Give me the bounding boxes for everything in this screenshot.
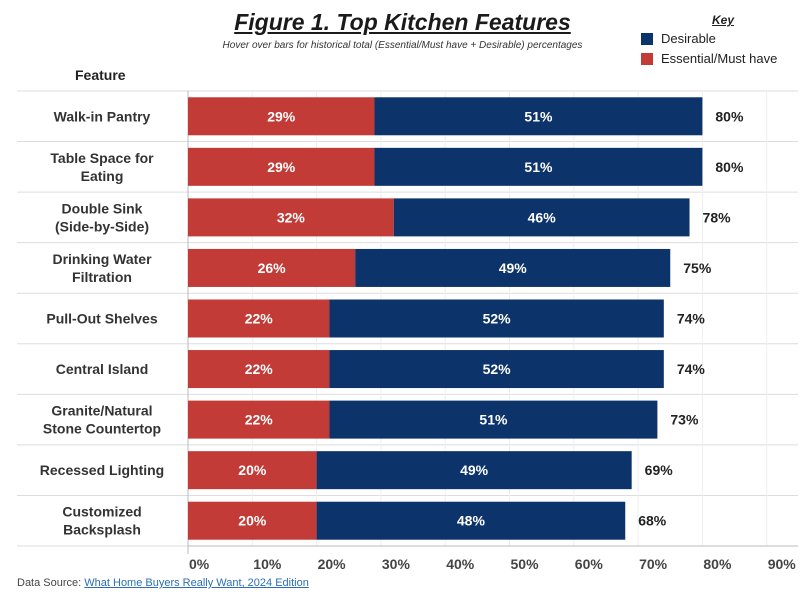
bar-label-essential: 22%: [245, 361, 274, 377]
category-label: Table Space for Eating: [50, 150, 154, 184]
data-source-link[interactable]: What Home Buyers Really Want, 2024 Editi…: [84, 577, 309, 589]
chart-title: Figure 1. Top Kitchen Features: [234, 9, 571, 35]
data-source: Data Source: What Home Buyers Really Wan…: [17, 577, 309, 589]
x-tick-label: 60%: [575, 556, 604, 572]
bar-essential: [188, 147, 375, 186]
bar-label-essential: 22%: [245, 412, 274, 428]
bar-desirable: [316, 451, 632, 490]
category-label: Central Island: [56, 361, 149, 377]
bar-desirable: [316, 501, 626, 540]
bar-label-essential: 29%: [267, 159, 296, 175]
bar-desirable: [329, 299, 664, 338]
x-tick-label: 90%: [768, 556, 797, 572]
bar-total-label: 78%: [703, 209, 732, 225]
legend-item-essential: Essential/Must have: [641, 51, 777, 66]
x-tick-label: 70%: [639, 556, 668, 572]
legend-item-desirable: Desirable: [641, 31, 716, 46]
category-label: Drinking Water Filtration: [52, 251, 152, 285]
x-tick-label: 0%: [189, 556, 210, 572]
bar-label-desirable: 52%: [483, 311, 512, 327]
category-label: Customized Backsplash: [62, 504, 141, 538]
legend-swatch-desirable: [641, 32, 653, 45]
bar-desirable: [355, 248, 671, 287]
bar-label-desirable: 51%: [479, 412, 508, 428]
bar-label-desirable: 46%: [528, 209, 557, 225]
bar-label-desirable: 48%: [457, 513, 486, 529]
bar-total-label: 80%: [715, 108, 744, 124]
bar-essential: [188, 97, 375, 136]
bar-desirable: [374, 97, 703, 136]
category-label: Pull-Out Shelves: [46, 311, 157, 327]
bar-label-essential: 22%: [245, 311, 274, 327]
x-tick-label: 80%: [703, 556, 732, 572]
chart-subtitle: Hover over bars for historical total (Es…: [222, 40, 583, 51]
x-tick-label: 40%: [446, 556, 475, 572]
bar-label-essential: 20%: [238, 513, 267, 529]
bar-total-label: 69%: [645, 462, 674, 478]
bar-desirable: [393, 198, 690, 237]
bar-total-label: 75%: [683, 260, 712, 276]
bar-label-desirable: 52%: [483, 361, 512, 377]
category-label: Granite/Natural Stone Countertop: [43, 403, 161, 437]
bar-essential: [188, 451, 317, 490]
legend-swatch-essential: [641, 52, 653, 65]
legend-title: Key: [712, 13, 735, 27]
legend-label-desirable: Desirable: [661, 31, 716, 46]
feature-column-header: Feature: [75, 67, 126, 83]
bar-essential: [188, 248, 356, 287]
bar-desirable: [374, 147, 703, 186]
data-source-prefix: Data Source:: [17, 577, 85, 589]
bar-essential: [188, 299, 330, 338]
bar-essential: [188, 350, 330, 389]
bar-label-essential: 20%: [238, 462, 267, 478]
bar-label-desirable: 49%: [499, 260, 528, 276]
bar-essential: [188, 198, 394, 237]
category-label: Double Sink (Side-by-Side): [55, 200, 149, 234]
legend-label-essential: Essential/Must have: [661, 51, 778, 66]
bar-desirable: [329, 350, 664, 389]
category-label: Walk-in Pantry: [54, 108, 151, 124]
bar-label-essential: 32%: [277, 209, 306, 225]
bar-label-essential: 26%: [258, 260, 287, 276]
bar-total-label: 68%: [638, 513, 667, 529]
x-tick-label: 10%: [253, 556, 282, 572]
bar-label-desirable: 51%: [524, 159, 553, 175]
bar-label-desirable: 49%: [460, 462, 489, 478]
category-label: Recessed Lighting: [40, 462, 164, 478]
x-tick-label: 20%: [318, 556, 347, 572]
bar-total-label: 74%: [677, 311, 706, 327]
bar-label-desirable: 51%: [524, 108, 553, 124]
bar-essential: [188, 501, 317, 540]
x-tick-label: 50%: [511, 556, 540, 572]
bar-total-label: 73%: [670, 412, 699, 428]
bar-essential: [188, 400, 330, 439]
bar-total-label: 80%: [715, 159, 744, 175]
x-tick-label: 30%: [382, 556, 411, 572]
bar-desirable: [329, 400, 658, 439]
bar-label-essential: 29%: [267, 108, 296, 124]
bar-total-label: 74%: [677, 361, 706, 377]
